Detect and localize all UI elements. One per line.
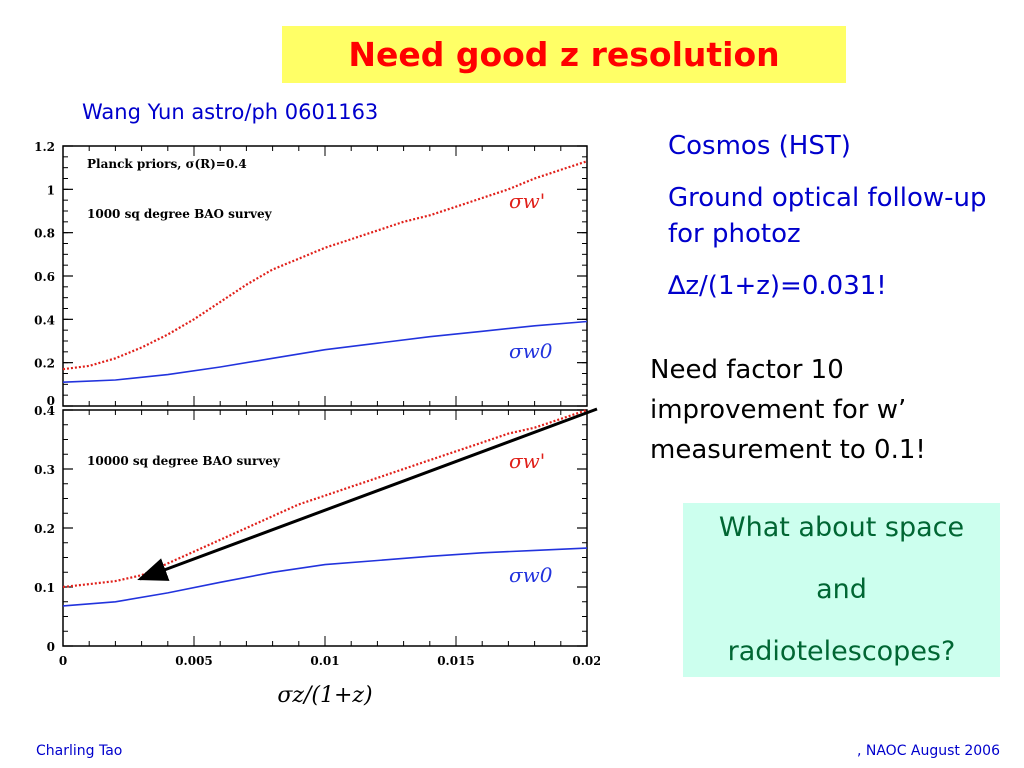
bullet-dz: ∆z/(1+z)=0.031! bbox=[668, 271, 887, 301]
y-tick-label: 0.8 bbox=[34, 227, 55, 241]
y-tick-label: 1 bbox=[47, 183, 55, 197]
y-tick-label: 1.2 bbox=[34, 140, 55, 154]
y-tick-label: 0.6 bbox=[34, 270, 55, 284]
panel-annotation: 10000 sq degree BAO survey bbox=[87, 454, 281, 468]
question-box: What about space and radiotelescopes? bbox=[683, 503, 1000, 677]
x-tick-label: 0.005 bbox=[175, 654, 213, 668]
x-axis-label: σz/(1+z) bbox=[277, 683, 372, 708]
citation: Wang Yun astro/ph 0601163 bbox=[82, 100, 379, 124]
footer-author: Charling Tao bbox=[36, 743, 123, 759]
y-tick-label: 0.2 bbox=[34, 522, 55, 536]
footer-venue: , NAOC August 2006 bbox=[856, 743, 1000, 759]
panel-annotation: 1000 sq degree BAO survey bbox=[87, 207, 273, 221]
x-tick-label: 0.015 bbox=[437, 654, 475, 668]
slide-title: Need good z resolution bbox=[348, 35, 780, 74]
panel-annotation: Planck priors, σ(R)=0.4 bbox=[87, 157, 247, 171]
x-tick-label: 0 bbox=[59, 654, 67, 668]
y-tick-label: 0 bbox=[47, 394, 55, 408]
improvement-note: Need factor 10 improvement for w’ measur… bbox=[650, 355, 926, 465]
series-line-sigma-w0 bbox=[62, 320, 588, 383]
x-tick-label: 0.01 bbox=[310, 654, 339, 668]
y-tick-label: 0.4 bbox=[34, 404, 55, 418]
y-tick-label: 0.1 bbox=[34, 581, 55, 595]
bullet-list: Cosmos (HST) Ground optical follow-up fo… bbox=[668, 128, 1008, 320]
chart-figure: 0 0.2 0.4 0.6 0.8 1 1.2 Planck priors, σ(R)=0.4… bbox=[34, 140, 600, 708]
y-tick-label: 0.3 bbox=[34, 463, 55, 477]
question-line-3: radiotelescopes? bbox=[727, 636, 956, 667]
question-line-2: and bbox=[816, 574, 867, 605]
panel-frame-2 bbox=[62, 409, 588, 647]
panel-frame-1 bbox=[62, 145, 588, 407]
series-label: σw0 bbox=[509, 563, 553, 587]
y-tick-label: 0.4 bbox=[34, 313, 55, 327]
series-label: σw0 bbox=[509, 339, 553, 363]
bullet-ground-followup: Ground optical follow-up for photoz bbox=[668, 183, 987, 249]
series-label: σw' bbox=[509, 189, 545, 213]
series-line-sigma-wprime bbox=[62, 408, 588, 589]
y-tick-label: 0 bbox=[47, 640, 55, 654]
bullet-cosmos: Cosmos (HST) bbox=[668, 131, 851, 161]
question-line-1: What about space bbox=[718, 512, 965, 543]
x-tick-label: 0.02 bbox=[572, 654, 600, 668]
series-line-sigma-w0 bbox=[62, 547, 588, 607]
slide-title-box: Need good z resolution bbox=[282, 26, 846, 83]
series-label: σw' bbox=[509, 449, 545, 473]
pointer-arrow bbox=[137, 407, 598, 581]
y-tick-label: 0.2 bbox=[34, 357, 55, 371]
